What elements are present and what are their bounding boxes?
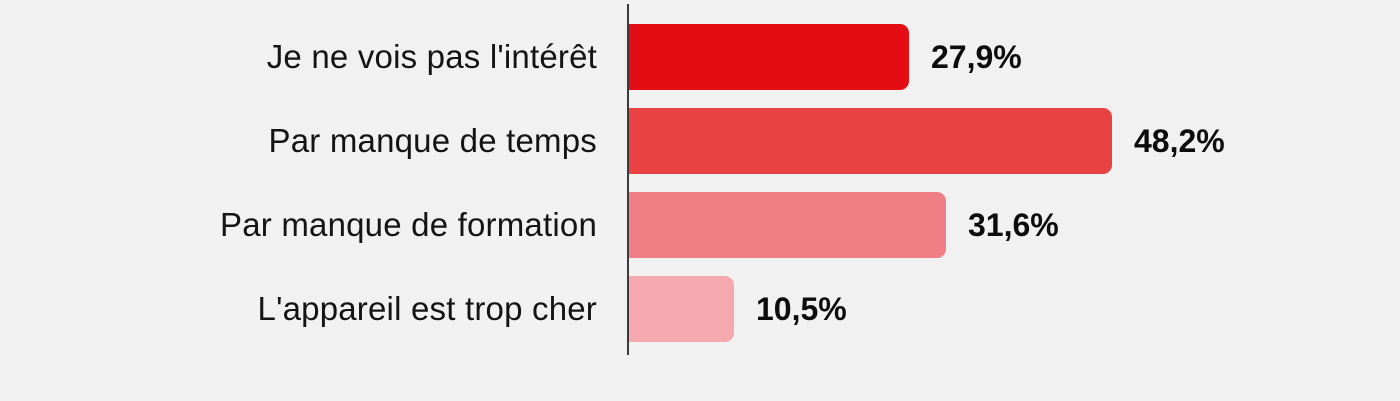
chart-row: Par manque de formation 31,6% xyxy=(0,192,1400,258)
value-label: 27,9% xyxy=(931,38,1022,75)
value-label: 10,5% xyxy=(756,290,847,327)
chart-row: Je ne vois pas l'intérêt 27,9% xyxy=(0,24,1400,90)
chart-row: Par manque de temps 48,2% xyxy=(0,108,1400,174)
value-label: 48,2% xyxy=(1134,122,1225,159)
category-label: Par manque de temps xyxy=(268,122,597,159)
bar xyxy=(629,192,946,258)
chart-row: L'appareil est trop cher 10,5% xyxy=(0,276,1400,342)
category-label: Je ne vois pas l'intérêt xyxy=(266,38,597,75)
category-label: Par manque de formation xyxy=(220,206,597,243)
category-label: L'appareil est trop cher xyxy=(257,290,597,327)
bar xyxy=(629,108,1112,174)
value-label: 31,6% xyxy=(968,206,1059,243)
y-axis-line xyxy=(627,4,629,355)
bar xyxy=(629,276,734,342)
bar xyxy=(629,24,909,90)
chart-rows: Je ne vois pas l'intérêt 27,9% Par manqu… xyxy=(0,24,1400,342)
